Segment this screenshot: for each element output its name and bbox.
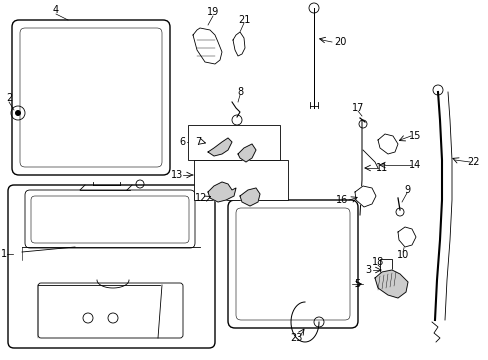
Text: 6: 6	[179, 137, 184, 147]
Text: 11: 11	[375, 163, 387, 173]
Text: 22: 22	[467, 157, 479, 167]
Text: 5: 5	[353, 279, 359, 289]
Text: 10: 10	[396, 250, 408, 260]
Text: 4: 4	[53, 5, 59, 15]
Text: 17: 17	[351, 103, 364, 113]
Polygon shape	[207, 182, 236, 202]
Bar	[194, 160, 287, 200]
Text: 19: 19	[206, 7, 219, 17]
Text: 7: 7	[195, 137, 201, 147]
Text: 18: 18	[371, 257, 384, 267]
Text: 23: 23	[289, 333, 302, 343]
Text: 9: 9	[403, 185, 409, 195]
Polygon shape	[207, 138, 231, 156]
Polygon shape	[193, 28, 222, 64]
Text: 21: 21	[237, 15, 250, 25]
Polygon shape	[240, 188, 260, 206]
Text: 3: 3	[364, 265, 370, 275]
Polygon shape	[354, 186, 375, 207]
Polygon shape	[377, 134, 397, 154]
Bar	[187, 125, 280, 160]
Text: 13: 13	[170, 170, 183, 180]
Text: 15: 15	[408, 131, 420, 141]
Polygon shape	[238, 144, 256, 162]
Text: 1: 1	[1, 249, 7, 259]
Polygon shape	[397, 227, 415, 247]
Bar	[379, 259, 391, 277]
Text: 16: 16	[335, 195, 347, 205]
Polygon shape	[232, 32, 244, 56]
Polygon shape	[374, 270, 407, 298]
Text: 8: 8	[237, 87, 243, 97]
Text: 14: 14	[408, 160, 420, 170]
Text: 2: 2	[6, 93, 12, 103]
Text: 20: 20	[333, 37, 346, 47]
Text: 12: 12	[194, 193, 207, 203]
Circle shape	[15, 110, 21, 116]
